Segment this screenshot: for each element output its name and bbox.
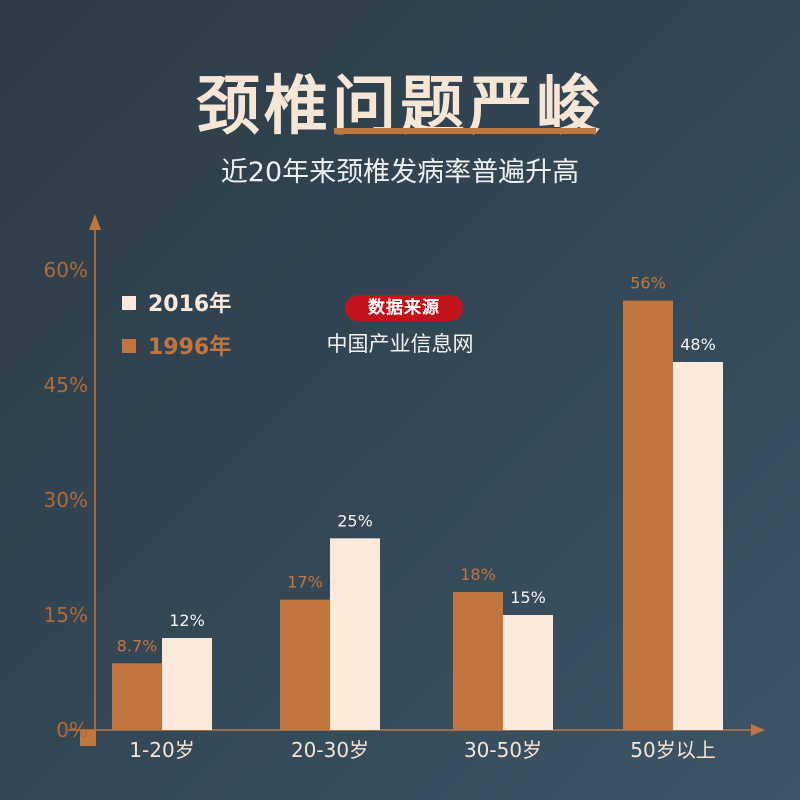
bar-2016 <box>673 362 723 730</box>
legend-label-2016: 2016年 <box>148 291 231 317</box>
y-tick-label: 0% <box>56 718 88 742</box>
data-label-1996: 18% <box>460 565 496 584</box>
bar-2016 <box>162 638 212 730</box>
category-label: 20-30岁 <box>291 738 369 762</box>
x-axis-arrow <box>751 724 765 736</box>
y-axis-arrow <box>89 214 101 230</box>
data-label-2016: 12% <box>169 611 205 630</box>
bar-1996 <box>623 300 673 730</box>
source-name: 中国产业信息网 <box>326 332 474 356</box>
y-tick-label: 30% <box>44 488 88 512</box>
data-label-1996: 17% <box>287 573 323 592</box>
bar-1996 <box>280 599 330 730</box>
category-label: 50岁以上 <box>630 738 715 762</box>
legend-label-1996: 1996年 <box>148 334 231 360</box>
source-badge: 数据来源 <box>345 295 463 321</box>
category-label: 1-20岁 <box>129 738 194 762</box>
page-subtitle: 近20年来颈椎发病率普遍升高 <box>220 157 580 188</box>
data-label-1996: 56% <box>630 274 666 293</box>
bar-1996 <box>112 663 162 730</box>
bar-1996 <box>453 592 503 730</box>
category-label: 30-50岁 <box>464 738 542 762</box>
y-tick-label: 60% <box>44 258 88 282</box>
bar-2016 <box>330 538 380 730</box>
axis-origin-marker <box>80 730 96 746</box>
data-label-2016: 25% <box>337 511 373 530</box>
y-tick-label: 45% <box>44 373 88 397</box>
title-underline <box>334 128 596 134</box>
y-tick-label: 15% <box>44 603 88 627</box>
data-label-1996: 8.7% <box>117 636 158 655</box>
bar-2016 <box>503 615 553 730</box>
legend-swatch-1996 <box>122 339 136 353</box>
legend-swatch-2016 <box>122 296 136 310</box>
data-label-2016: 15% <box>510 588 546 607</box>
data-label-2016: 48% <box>680 335 716 354</box>
